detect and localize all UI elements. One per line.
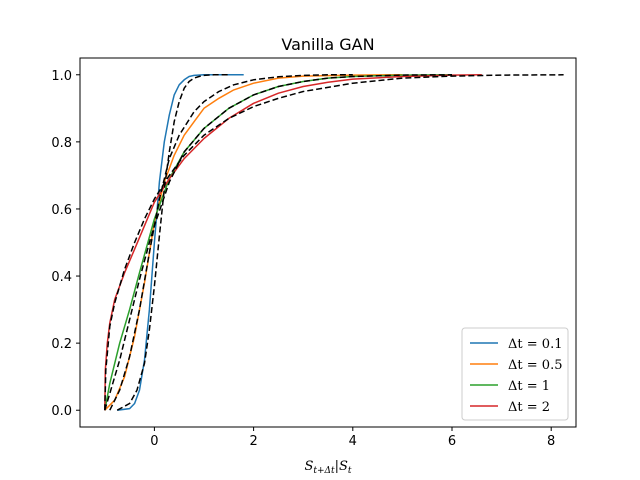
legend-var: Δt [508, 337, 523, 352]
legend-entry-dt-0.5: Δt = 0.5 [470, 358, 562, 373]
legend-eq: = [523, 379, 542, 394]
legend-entry-dt-2: Δt = 2 [470, 400, 550, 415]
legend-eq: = [523, 358, 542, 373]
reference-dashed-line-5 [109, 74, 353, 411]
y-tick-label: 0.4 [51, 270, 72, 285]
x-tick-label: 4 [349, 434, 357, 449]
legend: Δt = 0.1 Δt = 0.5 Δt = 1 Δt = 2 [461, 327, 569, 421]
y-tick-label: 1.0 [51, 69, 72, 84]
y-tick-label: 0.0 [51, 404, 72, 419]
legend-value: 1 [542, 379, 550, 394]
legend-label: Δt = 1 [508, 379, 550, 394]
x-tick-label: 2 [249, 434, 257, 449]
legend-var: Δt [508, 379, 523, 394]
x-axis-label: St+Δt|St [304, 459, 351, 476]
x-tick-label: 0 [150, 434, 158, 449]
x-label-cond-sub: t [348, 466, 352, 476]
x-tick-label: 8 [547, 434, 555, 449]
reference-dashed-line-4 [116, 74, 229, 411]
legend-value: 0.5 [542, 358, 563, 373]
legend-eq: = [523, 400, 542, 415]
legend-entry-dt-0.1: Δt = 0.1 [470, 337, 562, 352]
plot-area [104, 74, 564, 411]
x-tick-label: 6 [448, 434, 456, 449]
x-axis: 0 2 4 6 8 [150, 427, 555, 449]
x-label-sep: | [335, 459, 339, 474]
series-line-1 [104, 74, 403, 411]
x-label-main: S [304, 459, 313, 474]
axes-frame [79, 57, 577, 428]
legend-value: 2 [542, 400, 550, 415]
reference-dashed-line-6 [104, 74, 453, 411]
chart-title: Vanilla GAN [281, 35, 374, 54]
legend-eq: = [523, 337, 542, 352]
x-label-cond: S [339, 459, 348, 474]
legend-value: 0.1 [542, 337, 563, 352]
legend-entry-dt-1: Δt = 1 [470, 379, 550, 394]
legend-var: Δt [508, 358, 523, 373]
legend-label: Δt = 2 [508, 400, 550, 415]
legend-var: Δt [508, 400, 523, 415]
series-line-0 [117, 74, 244, 411]
legend-box [461, 327, 569, 421]
legend-label: Δt = 0.5 [508, 358, 562, 373]
y-tick-label: 0.6 [51, 203, 72, 218]
y-axis: 0.0 0.2 0.4 0.6 0.8 1.0 [51, 69, 80, 419]
legend-label: Δt = 0.1 [508, 337, 562, 352]
reference-dashed-line-7 [104, 74, 564, 411]
y-tick-label: 0.2 [51, 337, 72, 352]
y-tick-label: 0.8 [51, 136, 72, 151]
x-label-main-sub: t+Δt [313, 466, 335, 476]
